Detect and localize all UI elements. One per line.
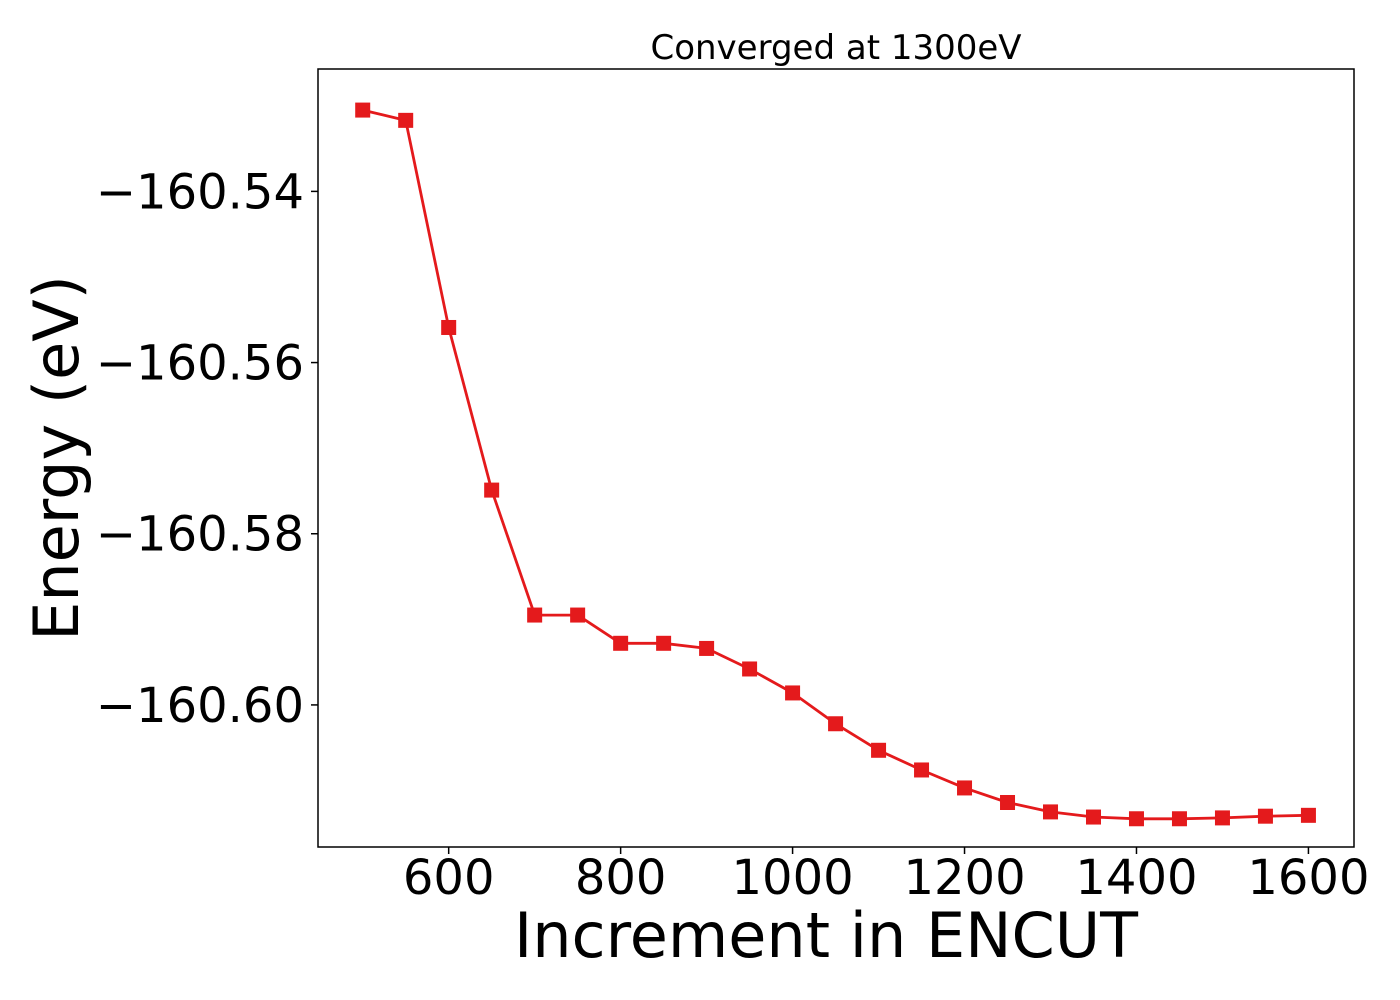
data-point-marker bbox=[441, 319, 457, 335]
data-point-marker bbox=[785, 685, 801, 701]
data-point-marker bbox=[914, 762, 930, 778]
data-point-marker bbox=[355, 102, 371, 118]
data-point-marker bbox=[742, 661, 758, 677]
data-point-marker bbox=[484, 482, 500, 498]
data-point-marker bbox=[699, 640, 715, 656]
data-point-marker bbox=[1300, 807, 1316, 823]
data-point-marker bbox=[570, 607, 586, 623]
plot-area-frame bbox=[317, 68, 1355, 848]
x-axis-ticks: 600 800 1000 1200 1400 1600 bbox=[403, 847, 1370, 906]
data-point-marker bbox=[1043, 804, 1059, 820]
data-point-marker bbox=[1000, 794, 1016, 810]
y-tick-label: −160.58 bbox=[96, 507, 304, 563]
y-axis-ticks: −160.54 −160.56 −160.58 −160.60 bbox=[96, 164, 318, 734]
data-point-marker bbox=[1128, 811, 1144, 827]
data-point-marker bbox=[527, 607, 543, 623]
x-axis-label: Increment in ENCUT bbox=[514, 899, 1139, 972]
data-point-marker bbox=[828, 716, 844, 732]
x-tick-label: 1000 bbox=[732, 850, 854, 906]
data-point-marker bbox=[957, 780, 973, 796]
y-axis-label: Energy (eV) bbox=[20, 275, 93, 641]
data-point-marker bbox=[1257, 808, 1273, 824]
x-tick-label: 800 bbox=[575, 850, 667, 906]
series-layer bbox=[355, 102, 1316, 827]
data-point-marker bbox=[871, 742, 887, 758]
data-point-marker bbox=[1214, 810, 1230, 826]
data-point-marker bbox=[398, 112, 414, 128]
x-tick-label: 600 bbox=[403, 850, 495, 906]
data-point-marker bbox=[656, 635, 672, 651]
data-point-marker bbox=[613, 635, 629, 651]
data-point-marker bbox=[1085, 809, 1101, 825]
y-tick-label: −160.60 bbox=[96, 678, 304, 734]
y-tick-label: −160.56 bbox=[96, 336, 304, 392]
data-point-marker bbox=[1171, 811, 1187, 827]
chart-title: Converged at 1300eV bbox=[650, 28, 1021, 68]
x-tick-label: 1600 bbox=[1247, 850, 1369, 906]
x-tick-label: 1200 bbox=[903, 850, 1025, 906]
x-tick-label: 1400 bbox=[1075, 850, 1197, 906]
y-tick-label: −160.54 bbox=[96, 164, 304, 220]
